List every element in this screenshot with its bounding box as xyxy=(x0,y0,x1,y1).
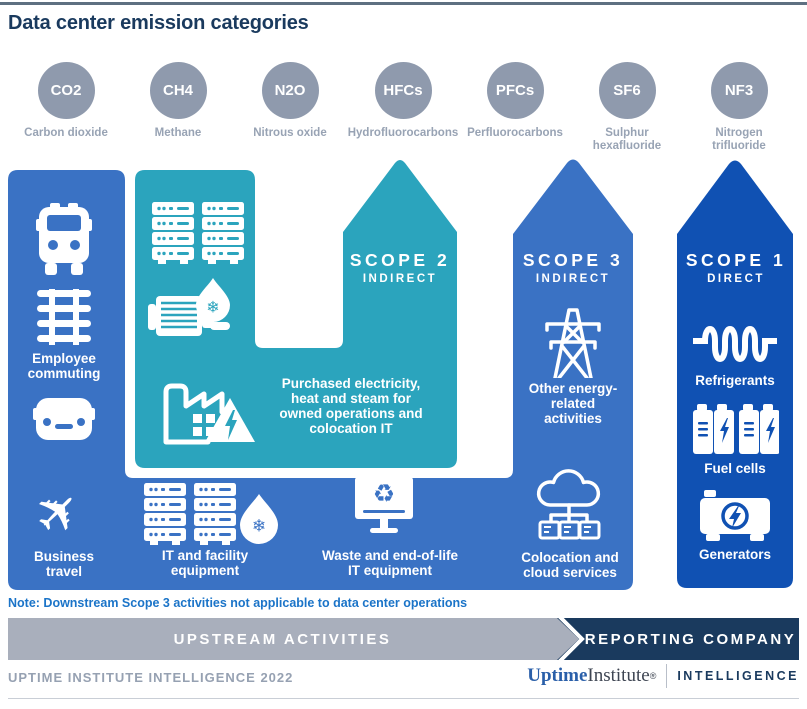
top-border xyxy=(0,2,807,5)
gas-co2: CO2 Carbon dioxide xyxy=(10,62,122,140)
scope3-upstream-shape xyxy=(8,159,633,590)
scope1-subtitle: DIRECT xyxy=(707,273,765,285)
refrigerants-label: Refrigerants xyxy=(695,373,775,388)
cloud-services-icon xyxy=(536,469,601,540)
car-icon xyxy=(33,398,95,440)
server-rack-icon xyxy=(144,483,236,545)
banner-chevron-gap xyxy=(555,612,585,666)
gas-label: Nitrogen trifluoride xyxy=(712,127,766,153)
logo-divider xyxy=(666,664,668,688)
scope1-title: SCOPE 1 xyxy=(685,250,787,270)
scope2-title: SCOPE 2 xyxy=(349,250,451,270)
scope1-shape xyxy=(677,160,793,588)
registered-mark: ® xyxy=(649,671,657,681)
scope2-subtitle: INDIRECT xyxy=(362,273,438,285)
brand-uptime: Uptime xyxy=(527,665,588,686)
gas-pfcs: PFCs Perfluorocarbons xyxy=(459,62,571,140)
gas-circle: SF6 xyxy=(598,62,656,119)
gas-circle: NF3 xyxy=(710,62,768,119)
refrigerant-coil-icon xyxy=(693,326,777,362)
chiller-cooling-icon: ❄ xyxy=(148,278,230,336)
business-travel-label: Business travel xyxy=(33,549,95,580)
brand-intelligence: INTELLIGENCE xyxy=(677,669,799,683)
transmission-tower-icon xyxy=(545,308,601,378)
fuel-cells-label: Fuel cells xyxy=(704,461,766,476)
generators-label: Generators xyxy=(698,547,772,562)
gas-sf6: SF6 Sulphur hexafluoride xyxy=(571,62,683,153)
monitor-recycle-icon: ♻ xyxy=(355,477,413,533)
note-text: Note: Downstream Scope 3 activities not … xyxy=(8,596,468,610)
gas-circle: CH4 xyxy=(149,62,207,119)
gas-n2o: N2O Nitrous oxide xyxy=(234,62,346,140)
it-facility-label: IT and facility equipment xyxy=(161,548,249,579)
coolant-drop-icon: ❄ xyxy=(240,494,278,544)
gas-label: Perfluorocarbons xyxy=(467,127,563,139)
waste-label: Waste and end-of-life IT equipment xyxy=(321,548,458,579)
reporting-company-label: REPORTING COMPANY xyxy=(584,631,797,648)
footer-credit: UPTIME INSTITUTE INTELLIGENCE 2022 xyxy=(8,670,294,685)
colocation-label: Colocation and cloud services xyxy=(521,550,619,581)
bus-icon xyxy=(36,203,92,275)
uptime-institute-logo: Uptime Institute ® INTELLIGENCE xyxy=(527,664,799,688)
server-rack-icon xyxy=(152,202,244,264)
brand-institute: Institute xyxy=(587,665,650,686)
upstream-activities-banner xyxy=(8,618,579,660)
svg-text:♻: ♻ xyxy=(373,480,395,508)
scope2-description: Purchased electricity, heat and steam fo… xyxy=(279,376,423,437)
gas-label: Methane xyxy=(154,127,202,139)
scope3-subtitle: INDIRECT xyxy=(535,273,611,285)
gas-circle: CO2 xyxy=(37,62,95,119)
page-title: Data center emission categories xyxy=(8,12,309,34)
gas-ch4: CH4 Methane xyxy=(122,62,234,140)
scope3-title: SCOPE 3 xyxy=(522,250,624,270)
svg-text:❄: ❄ xyxy=(252,517,266,536)
employee-commuting-label: Employee commuting xyxy=(27,351,101,382)
generator-icon xyxy=(700,490,770,541)
gas-label: Sulphur hexafluoride xyxy=(592,127,662,153)
gas-label: Carbon dioxide xyxy=(24,127,108,139)
gas-circle: PFCs xyxy=(486,62,544,119)
gas-label: Hydrofluorocarbons xyxy=(347,127,459,139)
svg-text:❄: ❄ xyxy=(206,300,219,317)
factory-power-icon xyxy=(163,383,255,445)
gas-circle: N2O xyxy=(261,62,319,119)
railway-tracks-icon xyxy=(37,289,91,345)
bottom-rule xyxy=(8,698,799,699)
upstream-activities-label: UPSTREAM ACTIVITIES xyxy=(173,631,392,648)
gas-nf3: NF3 Nitrogen trifluoride xyxy=(683,62,795,153)
gas-label: Nitrous oxide xyxy=(253,127,327,139)
gas-circle: HFCs xyxy=(374,62,432,119)
gas-hfcs: HFCs Hydrofluorocarbons xyxy=(347,62,459,140)
other-energy-label: Other energy- related activities xyxy=(528,381,618,427)
fuel-cells-icon xyxy=(693,404,779,454)
